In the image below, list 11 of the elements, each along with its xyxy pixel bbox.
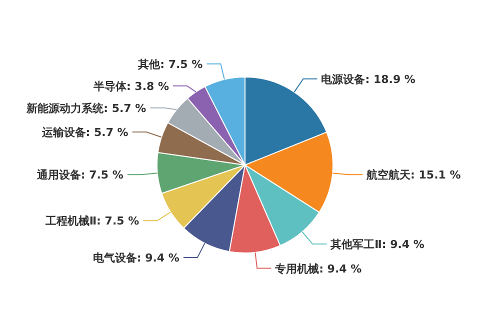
slice-label: 工程机械Ⅱ: 7.5 %: [44, 214, 140, 228]
slice-label: 航空航天: 15.1 %: [366, 168, 461, 182]
slice-label: 其他军工Ⅱ: 9.4 %: [330, 238, 424, 252]
slice-label: 电源设备: 18.9 %: [321, 72, 416, 86]
slice-label: 专用机械: 9.4 %: [274, 262, 362, 276]
slice-label: 其他: 7.5 %: [137, 58, 203, 71]
slice-label: 运输设备: 5.7 %: [40, 126, 128, 140]
slice-label: 通用设备: 7.5 %: [36, 168, 124, 182]
slice-label: 电气设备: 9.4 %: [92, 251, 180, 264]
slice-label: 半导体: 3.8 %: [92, 80, 170, 93]
slice-label: 新能源动力系统: 5.7 %: [26, 102, 146, 115]
